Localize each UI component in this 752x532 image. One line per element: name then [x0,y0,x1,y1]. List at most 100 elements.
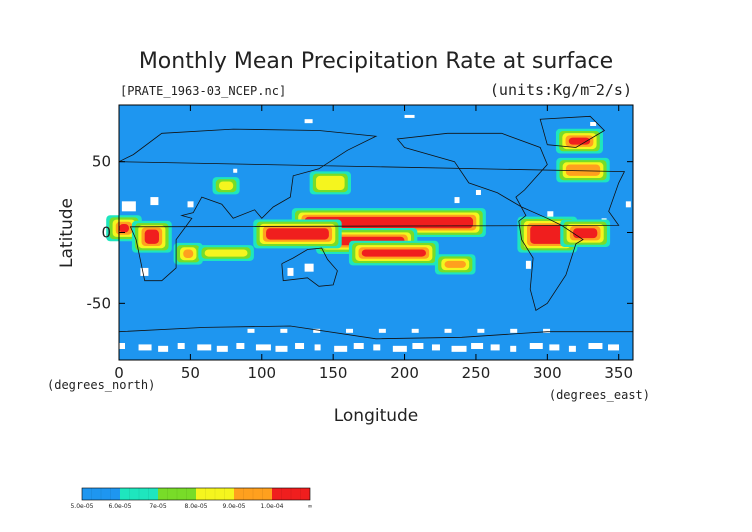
y-axis-label: Latitude [57,198,77,268]
x-tick-label: 250 [462,364,491,382]
precip-region-mark [316,175,345,190]
antarctic-no-data-cell [378,328,386,333]
precip-region-mark [530,225,565,244]
dry-region-cell [547,211,554,218]
dry-region-cell [304,119,313,124]
antarctic-no-data-cell [451,345,467,352]
antarctic-no-data-cell [477,328,485,333]
coastline [118,325,633,340]
dry-region-cell [287,267,294,276]
plot-area: 0 50 100 150 200 250 300 350 50 0 -50 [87,104,634,382]
antarctic-no-data-cell [568,345,576,352]
colorbar-swatch [272,488,310,500]
coastline [118,128,626,282]
antarctic-no-data-cell [177,343,185,349]
antarctic-no-data-cell [411,328,419,333]
dry-region-cell [404,114,415,118]
colorbar-label: 8.0e-05 [184,503,207,510]
colorbar-label: 9.0e-05 [222,503,245,510]
coastline [539,115,606,148]
precip-region-mark [144,229,159,244]
x-tick-label: 350 [604,364,633,382]
antarctic-no-data-cell [314,344,321,351]
antarctic-no-data-cell [353,343,364,349]
colorbar-swatch [82,488,120,500]
colorbar-label: 7e-05 [149,503,166,510]
colorbar-label: ∞ [308,503,313,510]
antarctic-no-data-cell [280,328,288,333]
antarctic-no-data-cell [138,344,152,351]
x-tick-label: 200 [390,364,419,382]
chart-units: (units:Kg/m−2/s) [490,80,632,99]
precip-region-mark [204,249,248,257]
antarctic-no-data-cell [295,343,305,349]
antarctic-no-data-cell [444,328,452,333]
coastline [396,132,584,312]
antarctic-no-data-cell [247,328,255,333]
antarctic-no-data-cell [158,345,169,352]
colorbar-swatch [158,488,196,500]
coastline [281,247,338,287]
dry-region-cell [150,197,159,206]
antarctic-no-data-cell [431,344,440,351]
y-tick-label: -50 [87,294,112,312]
antarctic-no-data-cell [510,345,517,352]
antarctic-no-data-cell [373,344,381,351]
x-tick-label: 0 [114,364,124,382]
precip-region-mark [565,164,601,176]
precip-region-mark [361,249,426,257]
antarctic-no-data-cell [490,344,500,351]
dry-region-cell [187,201,194,208]
antarctic-no-data-cell [588,343,603,349]
antarctic-no-data-cell [346,328,354,333]
x-axis-label: Longitude [334,406,419,426]
colorbar-label: 1.0e-04 [260,503,283,510]
precip-region-mark [183,249,194,258]
x-tick-label: 150 [319,364,348,382]
x-tick-label: 50 [181,364,200,382]
antarctic-no-data-cell [471,343,484,349]
antarctic-no-data-cell [392,345,407,352]
colorbar: 5.0e-05 6.0e-05 7e-05 8.0e-05 9.0e-05 1.0e-04… [70,487,313,510]
colorbar-label: 5.0e-05 [70,503,93,510]
colorbar-swatch [234,488,272,500]
x-tick-label: 300 [533,364,562,382]
y-tick-label: 0 [101,224,111,242]
dry-region-cell [454,197,460,204]
dry-region-cell [233,168,238,173]
chart-subtitle: [PRATE_1963-03_NCEP.nc] [120,84,286,98]
y-unit-label: (degrees_north) [47,378,155,392]
precip-region-mark [304,216,474,229]
antarctic-no-data-cell [255,344,271,351]
antarctic-no-data-cell [334,345,348,352]
chart-title: Monthly Mean Precipitation Rate at surfa… [139,49,613,74]
antarctic-no-data-cell [236,343,245,349]
antarctic-no-data-cell [549,344,560,351]
colorbar-label: 6.0e-05 [108,503,131,510]
dry-region-cell [121,201,136,212]
dry-region-cell [525,260,531,269]
colorbar-frame [81,487,311,501]
dry-region-cell [590,122,597,126]
colorbar-swatch [196,488,234,500]
y-tick-label: 50 [92,153,111,171]
x-unit-label: (degrees_east) [549,388,650,402]
colorbar-swatch [120,488,158,500]
dry-region-cell [475,190,481,195]
antarctic-no-data-cell [608,344,620,351]
antarctic-no-data-cell [543,328,551,333]
antarctic-no-data-cell [313,328,321,333]
x-tick-label: 100 [247,364,276,382]
precip-region-mark [266,228,329,240]
precip-region-mark [218,181,234,190]
antarctic-no-data-cell [216,345,228,352]
precip-region-mark [444,260,466,268]
antarctic-no-data-cell [119,343,125,349]
precip-region-mark [568,137,591,145]
dry-region-cell [304,263,314,272]
antarctic-no-data-cell [412,343,424,349]
dry-region-cell [140,267,149,276]
antarctic-no-data-cell [529,343,543,349]
dry-region-cell [625,201,631,208]
precip-region-mark [573,228,598,239]
